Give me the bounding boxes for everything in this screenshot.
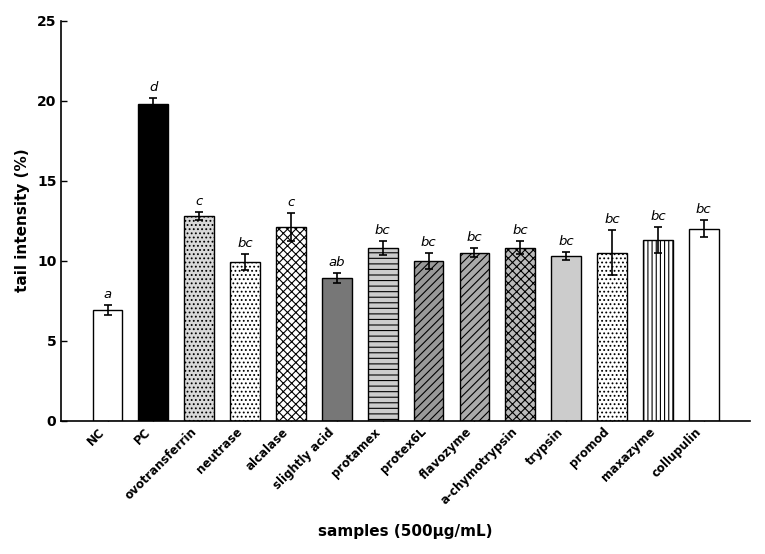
Bar xyxy=(414,260,444,420)
Bar xyxy=(184,216,214,420)
Text: bc: bc xyxy=(375,223,390,237)
Text: bc: bc xyxy=(467,230,482,244)
Text: bc: bc xyxy=(558,235,574,248)
Bar xyxy=(230,262,260,420)
Bar xyxy=(643,240,673,420)
Bar xyxy=(506,248,536,420)
Text: d: d xyxy=(149,81,158,94)
Bar xyxy=(322,278,352,420)
Bar xyxy=(368,248,398,420)
Bar xyxy=(460,253,490,420)
X-axis label: samples (500μg/mL): samples (500μg/mL) xyxy=(318,524,493,539)
Bar xyxy=(138,104,168,420)
Text: ab: ab xyxy=(329,257,345,269)
Bar xyxy=(597,253,627,420)
Bar xyxy=(276,227,306,420)
Text: bc: bc xyxy=(513,224,528,237)
Bar xyxy=(688,228,718,420)
Bar xyxy=(552,256,581,420)
Text: bc: bc xyxy=(696,203,711,216)
Text: bc: bc xyxy=(237,237,253,250)
Text: c: c xyxy=(196,194,203,208)
Text: bc: bc xyxy=(650,210,666,223)
Text: a: a xyxy=(103,288,112,301)
Text: c: c xyxy=(288,196,295,208)
Y-axis label: tail intensity (%): tail intensity (%) xyxy=(15,148,30,293)
Text: bc: bc xyxy=(421,235,436,249)
Text: bc: bc xyxy=(604,213,620,226)
Bar xyxy=(93,310,122,420)
